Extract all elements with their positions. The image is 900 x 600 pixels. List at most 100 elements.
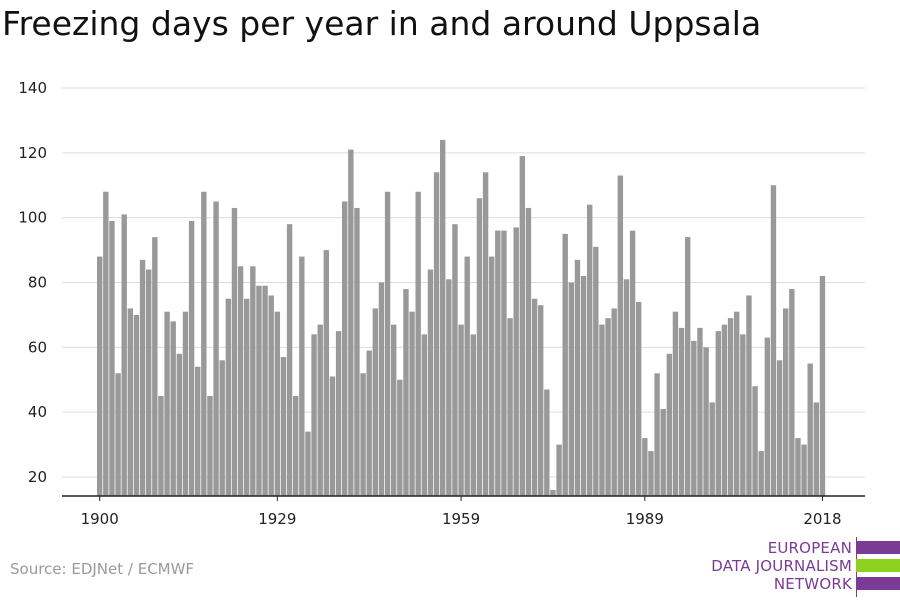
bar-2010: [770, 185, 777, 496]
bar-1921: [225, 298, 232, 496]
bar-1962: [476, 198, 483, 496]
bar-1936: [317, 324, 323, 496]
bar-1991: [654, 373, 660, 496]
bar-2007: [752, 386, 758, 496]
x-tick-label: 2018: [803, 510, 841, 528]
bar-1946: [378, 282, 385, 496]
bar-1910: [158, 395, 164, 496]
bar-1968: [513, 227, 519, 496]
bar-1939: [335, 331, 342, 497]
bar-1922: [231, 207, 238, 496]
bar-2006: [746, 295, 752, 496]
bar-1911: [164, 311, 170, 496]
x-axis-ticks: 1900 1929 1959 1989 2018: [81, 496, 842, 528]
bar-chart: 20 40 60 80 100 120 140 1900 1929 1959 1989 2018: [18, 79, 865, 528]
bar-1904: [121, 214, 127, 496]
bar-1905: [127, 308, 134, 496]
bar-1995: [678, 327, 685, 496]
bar-1998: [697, 327, 703, 496]
chart-title: Freezing days per year in and around Upp…: [2, 4, 762, 43]
x-tick-label: 1989: [626, 510, 664, 528]
logo-bar-purple-bottom: [856, 577, 900, 590]
bar-1979: [580, 276, 587, 496]
bar-2000: [709, 402, 715, 496]
bar-1950: [403, 288, 409, 496]
bar-1997: [691, 340, 697, 496]
bar-1972: [538, 305, 544, 496]
bar-1920: [219, 360, 225, 496]
bar-2012: [783, 308, 789, 496]
bar-1916: [195, 366, 201, 496]
bar-1944: [366, 350, 372, 496]
bar-1955: [433, 172, 440, 496]
y-axis-tick-labels: 20 40 60 80 100 120 140: [18, 79, 47, 486]
bar-1992: [660, 408, 666, 496]
bar-1965: [495, 230, 501, 496]
bar-1940: [342, 201, 348, 496]
bar-2013: [789, 288, 795, 496]
bar-1930: [280, 357, 287, 496]
bar-1912: [170, 321, 176, 496]
bar-1902: [109, 220, 115, 496]
bar-1951: [409, 311, 415, 496]
bar-1961: [470, 334, 477, 496]
bar-1985: [617, 175, 624, 496]
bar-1953: [421, 334, 428, 496]
bar-1915: [188, 220, 195, 496]
bar-1900: [97, 256, 103, 496]
bar-1924: [244, 298, 250, 496]
bar-1926: [256, 285, 262, 496]
bar-1990: [648, 451, 654, 496]
bar-2015: [801, 444, 807, 496]
bar-2004: [734, 311, 740, 496]
bar-1913: [176, 353, 183, 496]
bar-1935: [311, 334, 317, 496]
y-tick-label: 20: [28, 468, 47, 486]
bar-1973: [544, 389, 550, 496]
bar-1932: [293, 395, 299, 496]
bar-1974: [550, 489, 556, 496]
bar-1952: [415, 191, 421, 497]
bar-1948: [391, 324, 397, 496]
bar-1931: [286, 224, 293, 496]
bar-1978: [574, 259, 581, 496]
bar-1956: [440, 139, 446, 496]
bar-1971: [531, 298, 538, 496]
bar-1988: [636, 301, 642, 496]
bar-1927: [262, 285, 268, 496]
bar-1945: [372, 308, 379, 496]
bar-1923: [237, 266, 244, 496]
x-tick-label: 1900: [81, 510, 119, 528]
y-tick-label: 40: [28, 403, 47, 421]
bar-1983: [605, 318, 611, 496]
bar-1914: [182, 311, 189, 496]
y-tick-label: 140: [18, 79, 47, 97]
bar-1993: [666, 353, 673, 496]
bar-2008: [758, 451, 764, 496]
bar-1918: [207, 395, 213, 496]
bar-1994: [672, 311, 679, 496]
logo-bar-purple-top: [856, 541, 900, 554]
logo-line-1: EUROPEAN: [767, 539, 852, 557]
bar-1982: [599, 324, 605, 496]
bar-2001: [715, 331, 722, 497]
bar-1980: [587, 204, 593, 496]
bar-1964: [489, 256, 495, 496]
bar-1928: [268, 295, 274, 496]
bar-1941: [348, 149, 354, 496]
bar-1909: [152, 237, 158, 496]
y-tick-label: 100: [18, 209, 47, 227]
bar-2018: [819, 276, 826, 496]
x-tick-label: 1959: [442, 510, 480, 528]
bar-1943: [360, 373, 366, 496]
bar-1996: [685, 237, 691, 496]
bar-1958: [452, 224, 458, 496]
bar-1925: [250, 266, 256, 496]
bar-1981: [593, 246, 599, 496]
bar-2002: [721, 324, 728, 496]
bar-2009: [764, 337, 771, 496]
bar-1967: [507, 318, 513, 496]
bar-1984: [611, 308, 617, 496]
logo-bar-green: [856, 559, 900, 572]
bar-1917: [201, 191, 207, 497]
